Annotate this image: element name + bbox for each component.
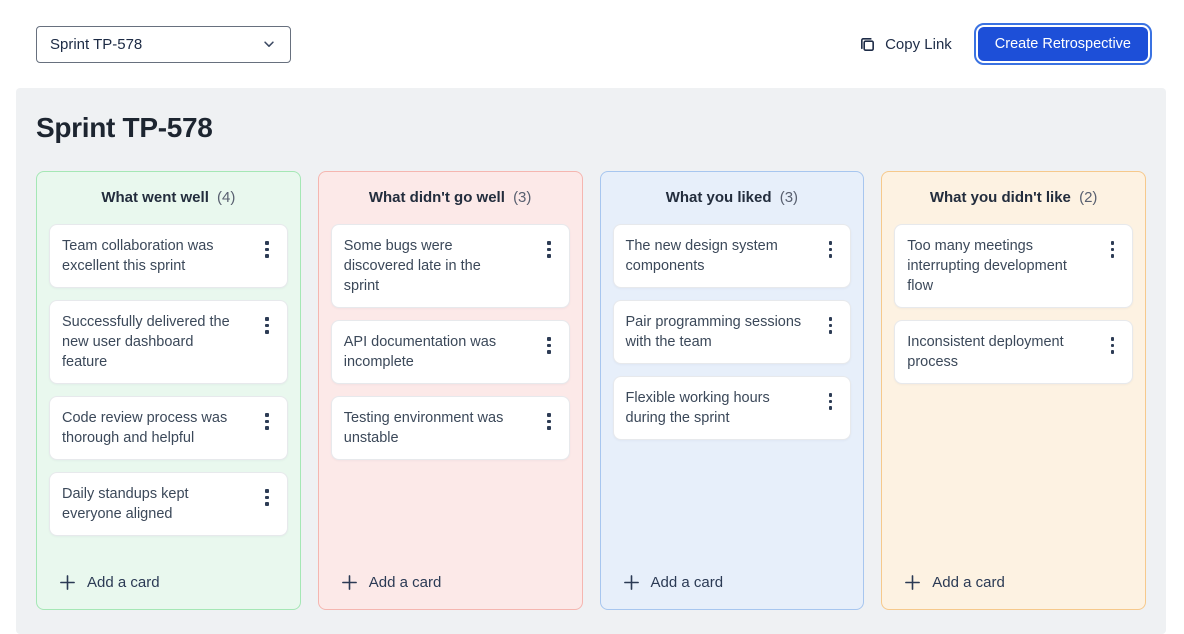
add-card-label: Add a card [87,574,160,591]
retro-card[interactable]: Flexible working hours during the sprint [612,376,852,440]
card-menu-button[interactable] [821,388,841,415]
retro-column: What you didn't like (2) Too many meetin… [881,171,1146,610]
column-count: (3) [513,189,532,206]
add-card-label: Add a card [932,574,1005,591]
kebab-menu-icon [1110,241,1114,245]
plus-icon [60,575,75,590]
card-list: Team collaboration was excellent this sp… [49,224,288,536]
card-menu-button[interactable] [257,484,277,511]
columns-container: What went well (4) Team collaboration wa… [36,171,1146,610]
card-menu-button[interactable] [257,236,277,263]
card-menu-button[interactable] [257,312,277,339]
retro-column: What didn't go well (3) Some bugs were d… [317,171,583,610]
retro-card[interactable]: Daily standups kept everyone aligned [49,472,288,536]
plus-icon [341,575,357,590]
kebab-menu-icon [547,337,551,341]
card-text: Team collaboration was excellent this sp… [62,238,214,274]
kebab-menu-icon [547,413,551,417]
card-text: Testing environment was unstable [343,410,504,446]
card-text: Code review process was thorough and hel… [62,410,228,446]
column-header: What you liked (3) [613,188,852,208]
copy-icon [861,37,875,51]
retro-board: Sprint TP-578 What went well (4) Team co… [16,88,1166,634]
top-bar: Sprint TP-578 Copy Link Create Retrospec… [0,0,1184,88]
column-count: (3) [779,189,799,206]
add-card-label: Add a card [368,574,442,591]
retro-column: What went well (4) Team collaboration wa… [36,171,301,610]
card-text: Successfully delivered the new user dash… [62,314,230,370]
copy-link-button[interactable]: Copy Link [857,30,954,59]
kebab-menu-icon [1110,337,1114,341]
card-text: Inconsistent deployment process [907,334,1064,370]
retro-card[interactable]: Testing environment was unstable [330,396,570,460]
column-title: What you didn't like [929,189,1071,206]
kebab-menu-icon [265,413,269,417]
column-count: (4) [217,189,236,206]
board-title: Sprint TP-578 [36,112,213,143]
card-menu-button[interactable] [821,236,841,263]
kebab-menu-icon [547,241,551,245]
retro-card[interactable]: Team collaboration was excellent this sp… [49,224,288,288]
kebab-menu-icon [265,489,269,493]
card-list: Some bugs were discovered late in the sp… [330,224,570,460]
add-card-label: Add a card [650,574,724,591]
sprint-selector-dropdown[interactable]: Sprint TP-578 [36,25,291,63]
retro-card[interactable]: API documentation was incomplete [330,320,570,384]
retro-card[interactable]: Inconsistent deployment process [894,320,1133,384]
sprint-selector-value: Sprint TP-578 [50,35,143,53]
column-header: What went well (4) [49,188,288,208]
card-text: Pair programming sessions with the team [625,314,802,350]
retro-card[interactable]: Successfully delivered the new user dash… [49,300,288,384]
retro-card[interactable]: Too many meetings interrupting developme… [894,224,1133,308]
card-list: Too many meetings interrupting developme… [894,224,1133,384]
copy-link-label: Copy Link [885,35,952,53]
card-text: The new design system components [625,238,778,274]
card-menu-button[interactable] [539,332,559,359]
retro-card[interactable]: Some bugs were discovered late in the sp… [330,224,570,308]
card-menu-button[interactable] [1103,236,1123,263]
card-text: Too many meetings interrupting developme… [907,238,1067,294]
kebab-menu-icon [265,241,269,245]
kebab-menu-icon [828,317,833,321]
retro-column: What you liked (3) The new design system… [599,171,865,610]
card-menu-button[interactable] [257,408,277,435]
add-card-button[interactable]: Add a card [894,568,1009,593]
card-text: API documentation was incomplete [343,334,497,370]
card-list: The new design system components Pair pr… [612,224,852,440]
card-menu-button[interactable] [1103,332,1123,359]
chevron-down-icon [264,41,274,47]
column-title: What you liked [665,189,772,206]
top-bar-actions: Copy Link Create Retrospective [857,23,1153,65]
add-card-button[interactable]: Add a card [49,568,164,593]
plus-icon [623,575,639,590]
kebab-menu-icon [265,317,269,321]
column-header: What didn't go well (3) [331,188,570,208]
card-menu-button[interactable] [821,312,841,339]
card-text: Daily standups kept everyone aligned [62,486,189,522]
card-menu-button[interactable] [539,408,559,435]
retro-card[interactable]: The new design system components [612,224,852,288]
plus-icon [905,575,921,590]
column-title: What went well [101,189,209,206]
card-text: Some bugs were discovered late in the sp… [343,238,481,294]
retro-card[interactable]: Pair programming sessions with the team [612,300,852,364]
create-retrospective-button[interactable]: Create Retrospective [973,23,1153,65]
add-card-button[interactable]: Add a card [613,568,728,593]
retro-card[interactable]: Code review process was thorough and hel… [49,396,288,460]
card-menu-button[interactable] [539,236,559,263]
column-header: What you didn't like (2) [894,188,1133,208]
kebab-menu-icon [828,241,833,245]
column-title: What didn't go well [368,189,505,206]
add-card-button[interactable]: Add a card [331,568,446,593]
card-text: Flexible working hours during the sprint [625,390,770,426]
column-count: (2) [1079,189,1098,206]
kebab-menu-icon [828,393,833,397]
